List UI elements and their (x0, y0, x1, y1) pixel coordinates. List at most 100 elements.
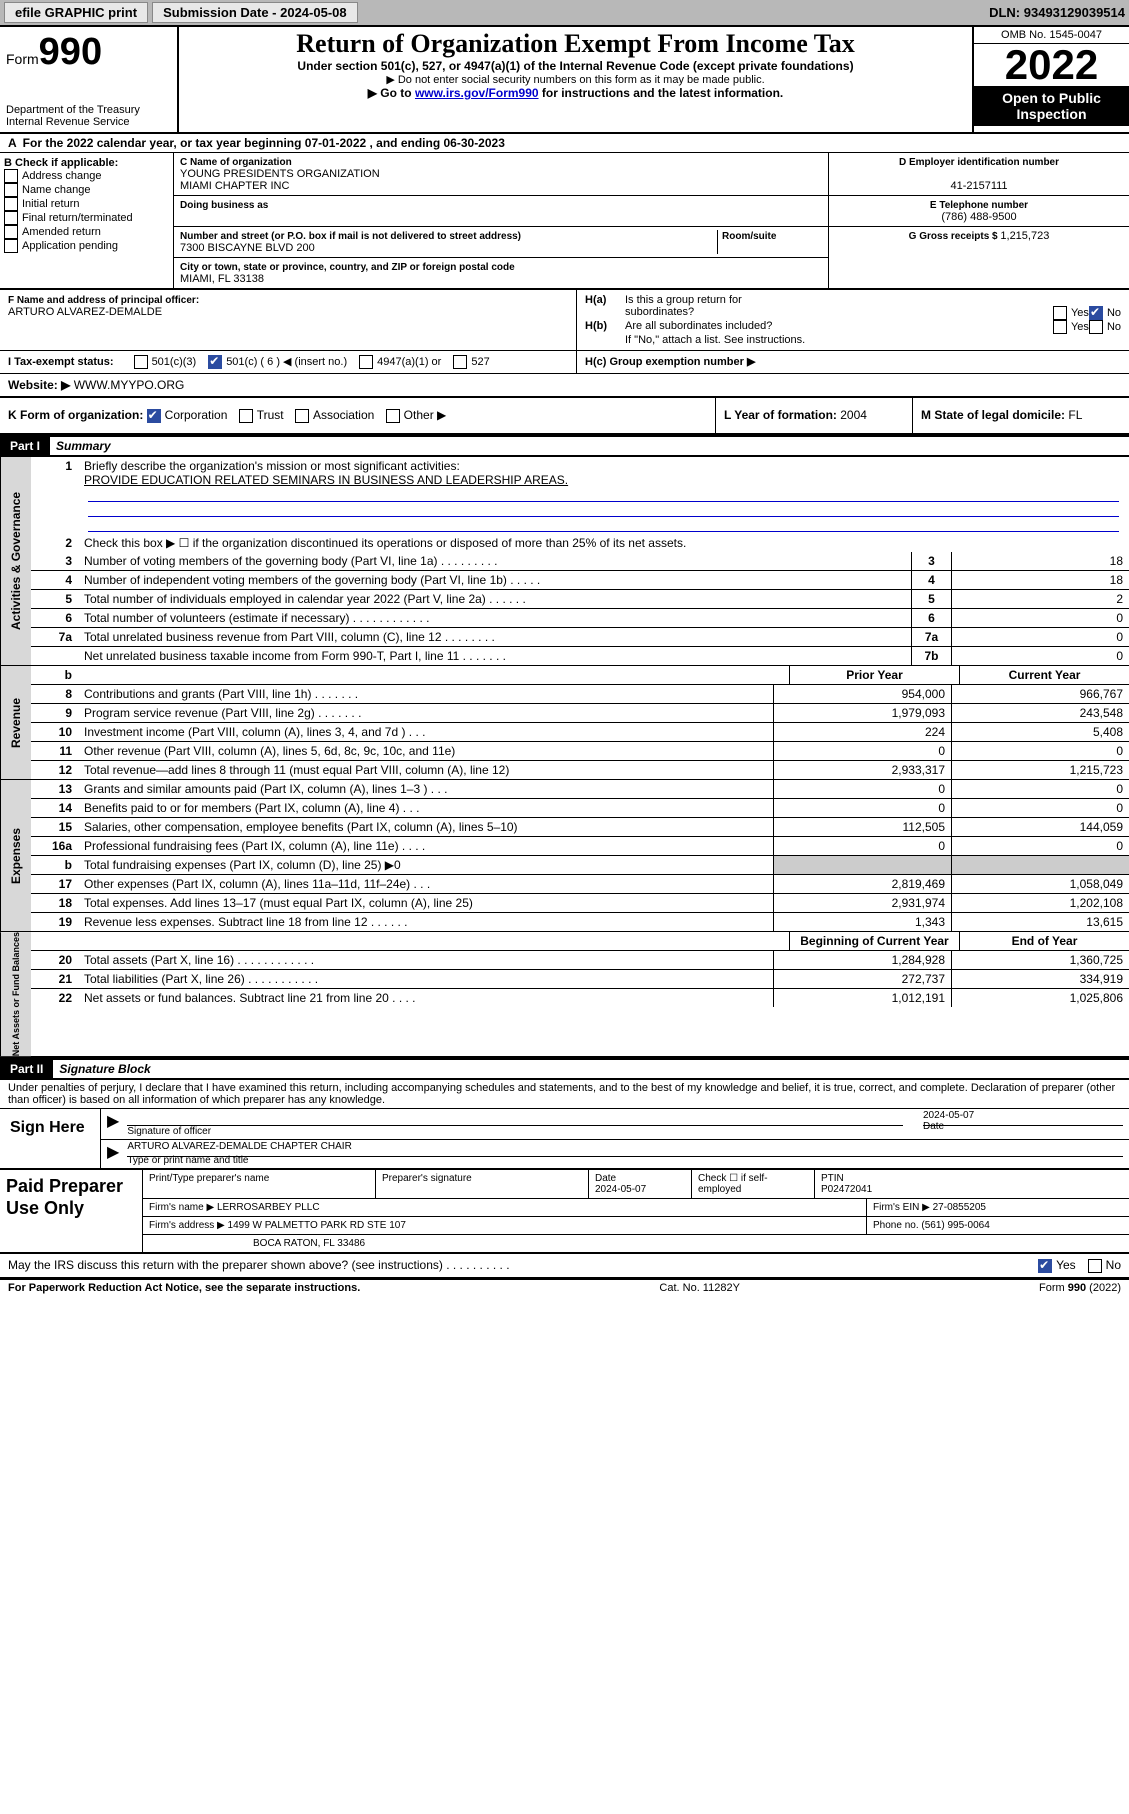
sign-date: 2024-05-07 (923, 1110, 1123, 1121)
summary-net: Net Assets or Fund Balances Beginning of… (0, 932, 1129, 1058)
F-label: F Name and address of principal officer: (8, 295, 199, 306)
Hb: Are all subordinates included? (625, 320, 1053, 334)
header: Form990 Department of the Treasury Inter… (0, 27, 1129, 134)
cb-addr[interactable]: Address change (4, 169, 169, 183)
cb-final[interactable]: Final return/terminated (4, 211, 169, 225)
phone: (786) 488-9500 (941, 211, 1016, 223)
cb-corp[interactable]: Corporation (147, 408, 228, 422)
paid-title: Paid Preparer Use Only (0, 1170, 143, 1252)
paid-preparer: Paid Preparer Use Only Print/Type prepar… (0, 1170, 1129, 1254)
discuss-yes[interactable]: Yes (1038, 1258, 1076, 1273)
part-II-header: Part IISignature Block (0, 1058, 1129, 1080)
discuss-row: May the IRS discuss this return with the… (0, 1254, 1129, 1279)
name-lbl: Type or print name and title (127, 1155, 248, 1166)
Ha2: subordinates? (625, 306, 1053, 320)
firm-addr1: 1499 W PALMETTO PARK RD STE 107 (228, 1220, 406, 1231)
vtab-gov: Activities & Governance (0, 457, 31, 665)
prep-date: 2024-05-07 (595, 1184, 646, 1195)
cat-no: Cat. No. 11282Y (659, 1282, 740, 1294)
Hc: H(c) Group exemption number ▶ (585, 356, 755, 368)
discuss-no[interactable]: No (1088, 1258, 1121, 1273)
J-label: Website: ▶ (8, 378, 70, 392)
L: L Year of formation: 2004 (715, 398, 912, 433)
hb-no[interactable]: No (1089, 320, 1121, 334)
line-I-Hc: I Tax-exempt status: 501(c)(3) 501(c) ( … (0, 351, 1129, 374)
summary-governance: Activities & Governance 1Briefly describ… (0, 457, 1129, 666)
cb-501c[interactable]: 501(c) ( 6 ) ◀ (insert no.) (208, 355, 347, 369)
summary-revenue: Revenue bPrior YearCurrent Year 8Contrib… (0, 666, 1129, 780)
penalty-text: Under penalties of perjury, I declare th… (0, 1080, 1129, 1109)
gross-receipts: 1,215,723 (1000, 230, 1049, 242)
prep-date-lbl: Date (595, 1173, 616, 1184)
ha-no[interactable]: No (1089, 306, 1121, 320)
open-inspection: Open to Public Inspection (974, 86, 1129, 126)
sign-block: Sign Here ▶ Signature of officer 2024-05… (0, 1109, 1129, 1170)
vtab-rev: Revenue (0, 666, 31, 779)
hdr-end: End of Year (959, 932, 1129, 950)
C-label: C Name of organization (180, 157, 292, 168)
dln: DLN: 93493129039514 (989, 5, 1125, 20)
city: MIAMI, FL 33138 (180, 273, 264, 285)
cb-501c3[interactable]: 501(c)(3) (134, 355, 197, 369)
cb-527[interactable]: 527 (453, 355, 489, 369)
note-ssn: ▶ Do not enter social security numbers o… (185, 73, 966, 86)
topbar: efile GRAPHIC print Submission Date - 20… (0, 0, 1129, 27)
q2: Check this box ▶ ☐ if the organization d… (78, 534, 1129, 552)
submission-date-box: Submission Date - 2024-05-08 (152, 2, 358, 23)
firm-ein: 27-0855205 (933, 1202, 986, 1213)
sign-here: Sign Here (0, 1109, 101, 1168)
cb-initial[interactable]: Initial return (4, 197, 169, 211)
line-K-L-M: K Form of organization: Corporation Trus… (0, 398, 1129, 435)
hdr-prior: Prior Year (789, 666, 959, 684)
firm-phone: (561) 995-0064 (921, 1220, 989, 1231)
sig-officer-lbl: Signature of officer (127, 1126, 211, 1137)
prep-name-lbl: Print/Type preparer's name (143, 1170, 376, 1198)
org-name2: MIAMI CHAPTER INC (180, 180, 289, 192)
ptin: P02472041 (821, 1184, 872, 1195)
B-title: B Check if applicable: (4, 157, 169, 169)
hb-yes[interactable]: Yes (1053, 320, 1089, 334)
firm-addr2: BOCA RATON, FL 33486 (143, 1235, 371, 1252)
irs-link[interactable]: www.irs.gov/Form990 (415, 86, 539, 100)
cb-trust[interactable]: Trust (239, 408, 284, 422)
D-label: D Employer identification number (899, 157, 1059, 168)
arrow-icon: ▶ (107, 1111, 119, 1137)
arrow-icon: ▶ (107, 1142, 119, 1166)
tax-year: 2022 (974, 44, 1129, 86)
dept: Department of the Treasury (6, 104, 171, 116)
self-emp[interactable]: Check ☐ if self-employed (692, 1170, 815, 1198)
prep-sig-lbl: Preparer's signature (376, 1170, 589, 1198)
form-title: Return of Organization Exempt From Incom… (185, 29, 966, 59)
cb-other[interactable]: Other ▶ (386, 408, 447, 422)
cb-amended[interactable]: Amended return (4, 225, 169, 239)
org-name1: YOUNG PRESIDENTS ORGANIZATION (180, 168, 380, 180)
section-F-H: F Name and address of principal officer:… (0, 290, 1129, 351)
paperwork: For Paperwork Reduction Act Notice, see … (8, 1282, 360, 1294)
discuss-q: May the IRS discuss this return with the… (8, 1258, 1038, 1273)
cb-assoc[interactable]: Association (295, 408, 374, 422)
ptin-lbl: PTIN (821, 1173, 844, 1184)
cb-pending[interactable]: Application pending (4, 239, 169, 253)
date-lbl: Date (923, 1121, 944, 1132)
Ha: Is this a group return for (625, 294, 1121, 306)
website: WWW.MYYPO.ORG (74, 378, 185, 392)
firm-name: LERROSARBEY PLLC (217, 1202, 320, 1213)
line-J: Website: ▶ WWW.MYYPO.ORG (0, 374, 1129, 398)
vtab-net: Net Assets or Fund Balances (0, 932, 31, 1056)
vtab-exp: Expenses (0, 780, 31, 931)
officer-name-title: ARTURO ALVAREZ-DEMALDE CHAPTER CHAIR (127, 1141, 1123, 1152)
mission: PROVIDE EDUCATION RELATED SEMINARS IN BU… (84, 473, 568, 487)
ein: 41-2157111 (950, 180, 1007, 192)
Hb-note: If "No," attach a list. See instructions… (585, 334, 1121, 346)
efile-print-button[interactable]: efile GRAPHIC print (4, 2, 148, 23)
form-ref: Form 990 (2022) (1039, 1282, 1121, 1294)
E-label: E Telephone number (930, 200, 1028, 211)
G-label: G Gross receipts $ (909, 231, 1001, 242)
cb-4947[interactable]: 4947(a)(1) or (359, 355, 441, 369)
summary-expenses: Expenses 13Grants and similar amounts pa… (0, 780, 1129, 932)
street: 7300 BISCAYNE BLVD 200 (180, 242, 315, 254)
cb-name[interactable]: Name change (4, 183, 169, 197)
M: M State of legal domicile: FL (912, 398, 1129, 433)
ha-yes[interactable]: Yes (1053, 306, 1089, 320)
section-B-E: B Check if applicable: Address change Na… (0, 153, 1129, 290)
